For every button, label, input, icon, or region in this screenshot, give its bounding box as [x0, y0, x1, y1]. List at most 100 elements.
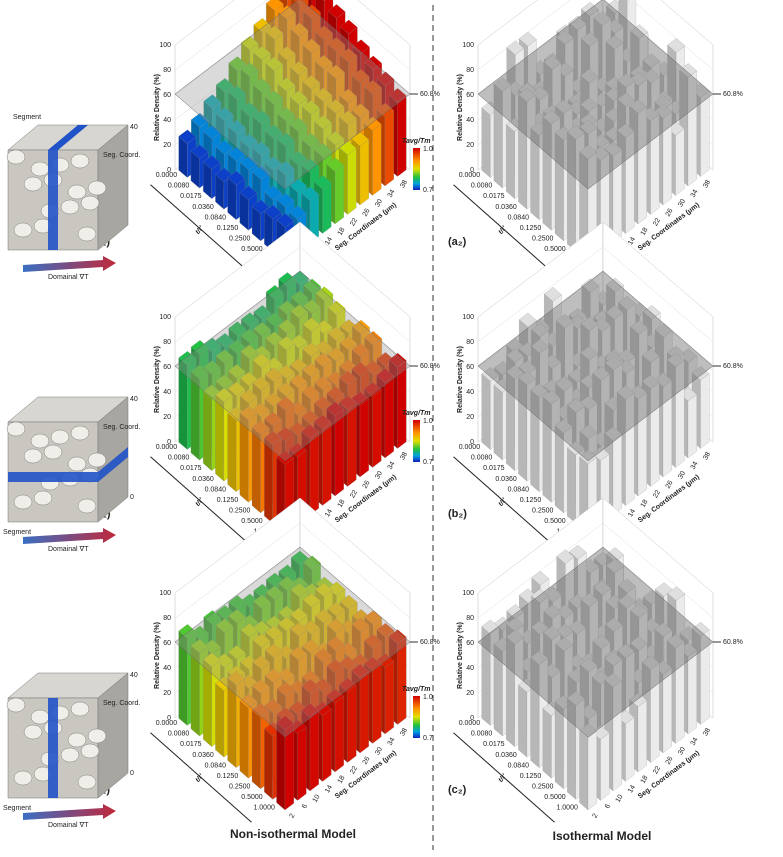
- bar-top: [314, 375, 332, 391]
- y-tick-label: 0.2500: [532, 783, 554, 790]
- grain: [30, 161, 50, 177]
- bar-top: [301, 670, 320, 685]
- bar-top: [191, 112, 209, 128]
- bar-top: [364, 80, 382, 95]
- bar-top: [252, 110, 271, 125]
- bar-top: [629, 636, 648, 651]
- y-tick-label: 0.0175: [180, 741, 202, 748]
- z-tick-label: 100: [159, 590, 171, 597]
- bar-top: [289, 622, 308, 637]
- bar-top: [190, 144, 209, 159]
- bar-top: [555, 377, 574, 392]
- gradient-arrow: [23, 804, 116, 820]
- bar-top: [518, 87, 536, 103]
- z-tick-label: 60: [163, 640, 171, 647]
- bar-top: [580, 68, 599, 84]
- grid-line: [174, 246, 411, 343]
- bar-top: [203, 652, 221, 667]
- bar-top: [580, 97, 598, 112]
- bar-top: [580, 346, 599, 361]
- bar-top: [543, 604, 562, 619]
- x-tick-label: 18: [337, 775, 347, 785]
- bar-top: [203, 360, 221, 375]
- y-tick-label: 0.5000: [241, 246, 263, 253]
- x-tick-label: 30: [374, 198, 384, 208]
- z-axis-label: Relative Density (%): [154, 74, 161, 141]
- bar-top: [240, 102, 259, 117]
- bar-top: [288, 442, 307, 457]
- bar-top: [240, 623, 259, 638]
- bar-top: [327, 64, 345, 79]
- x-tick-label: 14: [324, 236, 334, 246]
- bar-top: [376, 622, 395, 638]
- y-tick-label: 0.0360: [192, 752, 214, 759]
- inset: Segment Seg. Coord. 40 0 Domainal ∇T: [3, 672, 140, 829]
- y-tick-label: 0.0080: [471, 455, 493, 462]
- bar-top: [326, 157, 344, 172]
- bar-top: [569, 544, 587, 560]
- reference-plane: [477, 270, 714, 462]
- bar-top: [215, 139, 234, 155]
- bar-face: [359, 671, 369, 754]
- bar-top: [481, 367, 500, 382]
- z-tick-label: 20: [466, 142, 474, 149]
- coord-max: 40: [130, 672, 138, 679]
- bar-top: [215, 387, 233, 403]
- bar-top: [315, 286, 334, 301]
- y-tick-label: 0.2500: [229, 235, 251, 242]
- bar-top: [518, 370, 536, 386]
- colorbar-min: 0.7: [423, 187, 433, 194]
- z-tick-label: 60: [163, 92, 171, 99]
- z-tick-label: 0: [167, 439, 171, 446]
- bar-face: [215, 394, 224, 482]
- bar-top: [542, 390, 561, 405]
- z-tick-label: 40: [466, 117, 474, 124]
- bar-top: [266, 0, 284, 11]
- bar-top: [388, 88, 407, 103]
- z-tick-label: 80: [466, 339, 474, 346]
- bar-top: [567, 125, 585, 140]
- bar-top: [338, 395, 357, 410]
- y-tick-label: 0.0080: [471, 731, 493, 738]
- bar-top: [227, 671, 246, 686]
- coord-min: 0: [130, 770, 134, 777]
- bar-top: [667, 38, 685, 53]
- coord-max: 40: [130, 396, 138, 403]
- bar-top: [339, 19, 358, 35]
- segment-slab: [48, 125, 88, 150]
- bar-top: [630, 24, 649, 39]
- y-axis-label: t/t': [194, 497, 205, 508]
- reference-label: 60.8%: [723, 639, 743, 646]
- bar-top: [617, 73, 635, 88]
- bar-face: [506, 124, 515, 199]
- y-tick-label: 0.2500: [532, 235, 554, 242]
- bar-top: [303, 555, 321, 570]
- y-tick-label: 0.0360: [495, 476, 517, 483]
- grain: [77, 226, 97, 242]
- grain: [77, 498, 97, 514]
- x-tick-label: 34: [387, 737, 397, 747]
- bar-top: [239, 693, 258, 709]
- bar-face: [481, 373, 491, 450]
- bar-top: [264, 668, 283, 684]
- coord-label: Seg. Coord.: [103, 424, 140, 431]
- bar-face: [372, 123, 382, 196]
- bar-face: [587, 731, 597, 811]
- bar-top: [364, 634, 382, 649]
- bar-top: [313, 175, 332, 190]
- bar-top: [276, 427, 295, 442]
- bar-top: [593, 580, 612, 596]
- y-tick-label: 0.1250: [520, 773, 542, 780]
- bar-top: [302, 342, 321, 357]
- bar-top: [666, 352, 685, 368]
- bar-top: [315, 582, 333, 598]
- bar-top: [616, 123, 635, 138]
- bar-top: [542, 110, 561, 125]
- grid-line: [477, 0, 714, 46]
- z-tick-label: 100: [159, 314, 171, 321]
- y-tick-label: 0.2500: [532, 507, 554, 514]
- bar-top: [253, 594, 271, 609]
- bar-top: [239, 389, 258, 404]
- y-axis-label: t/t': [497, 225, 508, 236]
- grain: [87, 180, 107, 196]
